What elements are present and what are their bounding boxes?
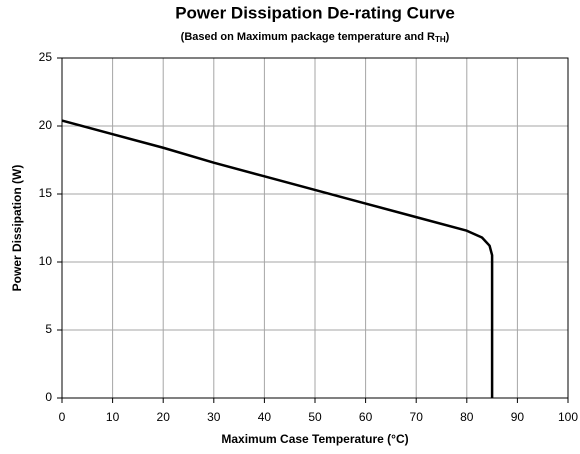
y-tick-label: 20 — [39, 118, 53, 132]
subtitle-subscript: TH — [435, 35, 446, 44]
y-axis-label: Power Dissipation (W) — [10, 165, 24, 292]
y-tick-label: 0 — [45, 390, 52, 404]
x-tick-label: 50 — [308, 410, 322, 424]
data-line — [61, 119, 494, 398]
x-tick-label: 0 — [59, 410, 66, 424]
y-tick-label: 10 — [39, 254, 53, 268]
x-tick-label: 20 — [157, 410, 171, 424]
x-tick-label: 90 — [511, 410, 525, 424]
x-tick-label: 100 — [558, 410, 578, 424]
subtitle-text: (Based on Maximum package temperature an… — [181, 31, 435, 43]
subtitle-text: ) — [446, 31, 450, 43]
y-tick-label: 25 — [39, 50, 53, 64]
x-tick-label: 40 — [258, 410, 272, 424]
plot-frame — [61, 57, 569, 399]
chart-title: Power Dissipation De-rating Curve — [175, 3, 455, 22]
y-tick-label: 15 — [39, 186, 53, 200]
x-tick-label: 60 — [359, 410, 373, 424]
x-tick-label: 30 — [207, 410, 221, 424]
y-tick-label: 5 — [45, 322, 52, 336]
x-axis-label: Maximum Case Temperature (°C) — [221, 432, 408, 446]
x-tick-label: 70 — [410, 410, 424, 424]
x-tick-label: 10 — [106, 410, 120, 424]
x-tick-label: 80 — [460, 410, 474, 424]
chart-subtitle: (Based on Maximum package temperature an… — [181, 31, 450, 44]
